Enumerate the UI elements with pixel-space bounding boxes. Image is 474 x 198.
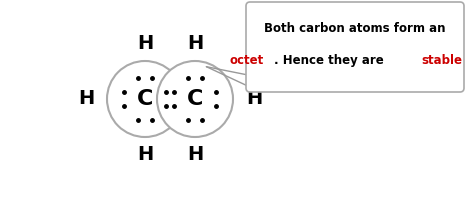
Text: H: H — [78, 89, 94, 109]
Text: C: C — [137, 89, 153, 109]
Circle shape — [107, 61, 183, 137]
Text: stable: stable — [421, 54, 463, 68]
FancyBboxPatch shape — [246, 2, 464, 92]
Text: octet: octet — [229, 54, 264, 68]
Text: H: H — [187, 34, 203, 53]
Text: H: H — [246, 89, 262, 109]
Text: . Hence they are: . Hence they are — [273, 54, 388, 68]
Circle shape — [157, 61, 233, 137]
Text: H: H — [137, 145, 153, 164]
Text: Both carbon atoms form an: Both carbon atoms form an — [264, 22, 446, 35]
Text: C: C — [187, 89, 203, 109]
Text: H: H — [137, 34, 153, 53]
Text: H: H — [187, 145, 203, 164]
